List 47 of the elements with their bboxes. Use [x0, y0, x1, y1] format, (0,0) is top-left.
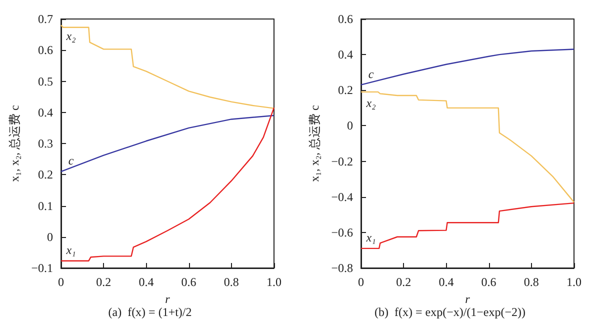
series-label: x₁ [365, 230, 376, 244]
series-label: x₁ [65, 242, 76, 257]
line-series [60, 114, 275, 172]
series-label: x₂ [365, 96, 376, 110]
x-tick-label: 0.8 [224, 275, 239, 289]
y-tick-label: 0.1 [38, 198, 53, 213]
y-axis-title: x₁, x₂, 总运费 c [7, 105, 22, 182]
y-tick-label: −0.2 [331, 154, 353, 168]
y-tick-label: 0.6 [38, 43, 53, 58]
x-axis-title: r [165, 292, 170, 306]
line-series [360, 91, 575, 203]
x-tick-label: 0.4 [438, 275, 454, 289]
x-tick-label: 0.8 [524, 275, 539, 289]
x-tick-label: 0.6 [481, 275, 496, 289]
y-tick-label: −0.1 [31, 261, 53, 275]
line-series [360, 48, 575, 86]
y-tick-label: −0.8 [331, 261, 353, 275]
y-tick-label: −0.4 [331, 190, 353, 204]
y-tick-label: 0.2 [38, 168, 53, 182]
line-series [60, 24, 275, 109]
y-tick-label: 0.5 [38, 74, 53, 88]
y-tick-label: 0.6 [338, 12, 353, 26]
line-series [60, 107, 275, 262]
x-tick-label: 1.0 [266, 275, 282, 289]
x-tick-label: 1.0 [566, 275, 582, 289]
series-label: c [368, 66, 374, 81]
y-tick-label: −0.6 [331, 225, 353, 240]
text: (a) f(x) = (1+t)/2 [108, 305, 192, 319]
x-tick-label: 0 [358, 275, 364, 289]
line-series [360, 202, 575, 250]
text: (b) f(x) = exp(−x)/(1−exp(−2)) [374, 305, 526, 319]
y-tick-label: 0.3 [38, 136, 53, 150]
x-axis-title: r [465, 292, 470, 306]
series-label: c [68, 154, 74, 168]
y-tick-label: 0 [347, 118, 353, 133]
x-tick-label: 0.2 [96, 275, 112, 289]
y-tick-label: 0.7 [38, 12, 53, 26]
y-tick-label: 0.4 [38, 105, 53, 120]
x-tick-label: 0 [58, 275, 64, 289]
y-tick-label: 0.2 [338, 83, 353, 98]
x-tick-label: 0.2 [396, 275, 412, 289]
x-tick-label: 0.6 [181, 275, 196, 289]
x-tick-label: 0.4 [138, 275, 154, 289]
series-label: x₂ [65, 29, 76, 44]
y-axis-title: x₁, x₂, 总运费 c [307, 105, 322, 182]
y-tick-label: 0.4 [338, 48, 353, 62]
y-tick-label: 0 [47, 230, 53, 244]
